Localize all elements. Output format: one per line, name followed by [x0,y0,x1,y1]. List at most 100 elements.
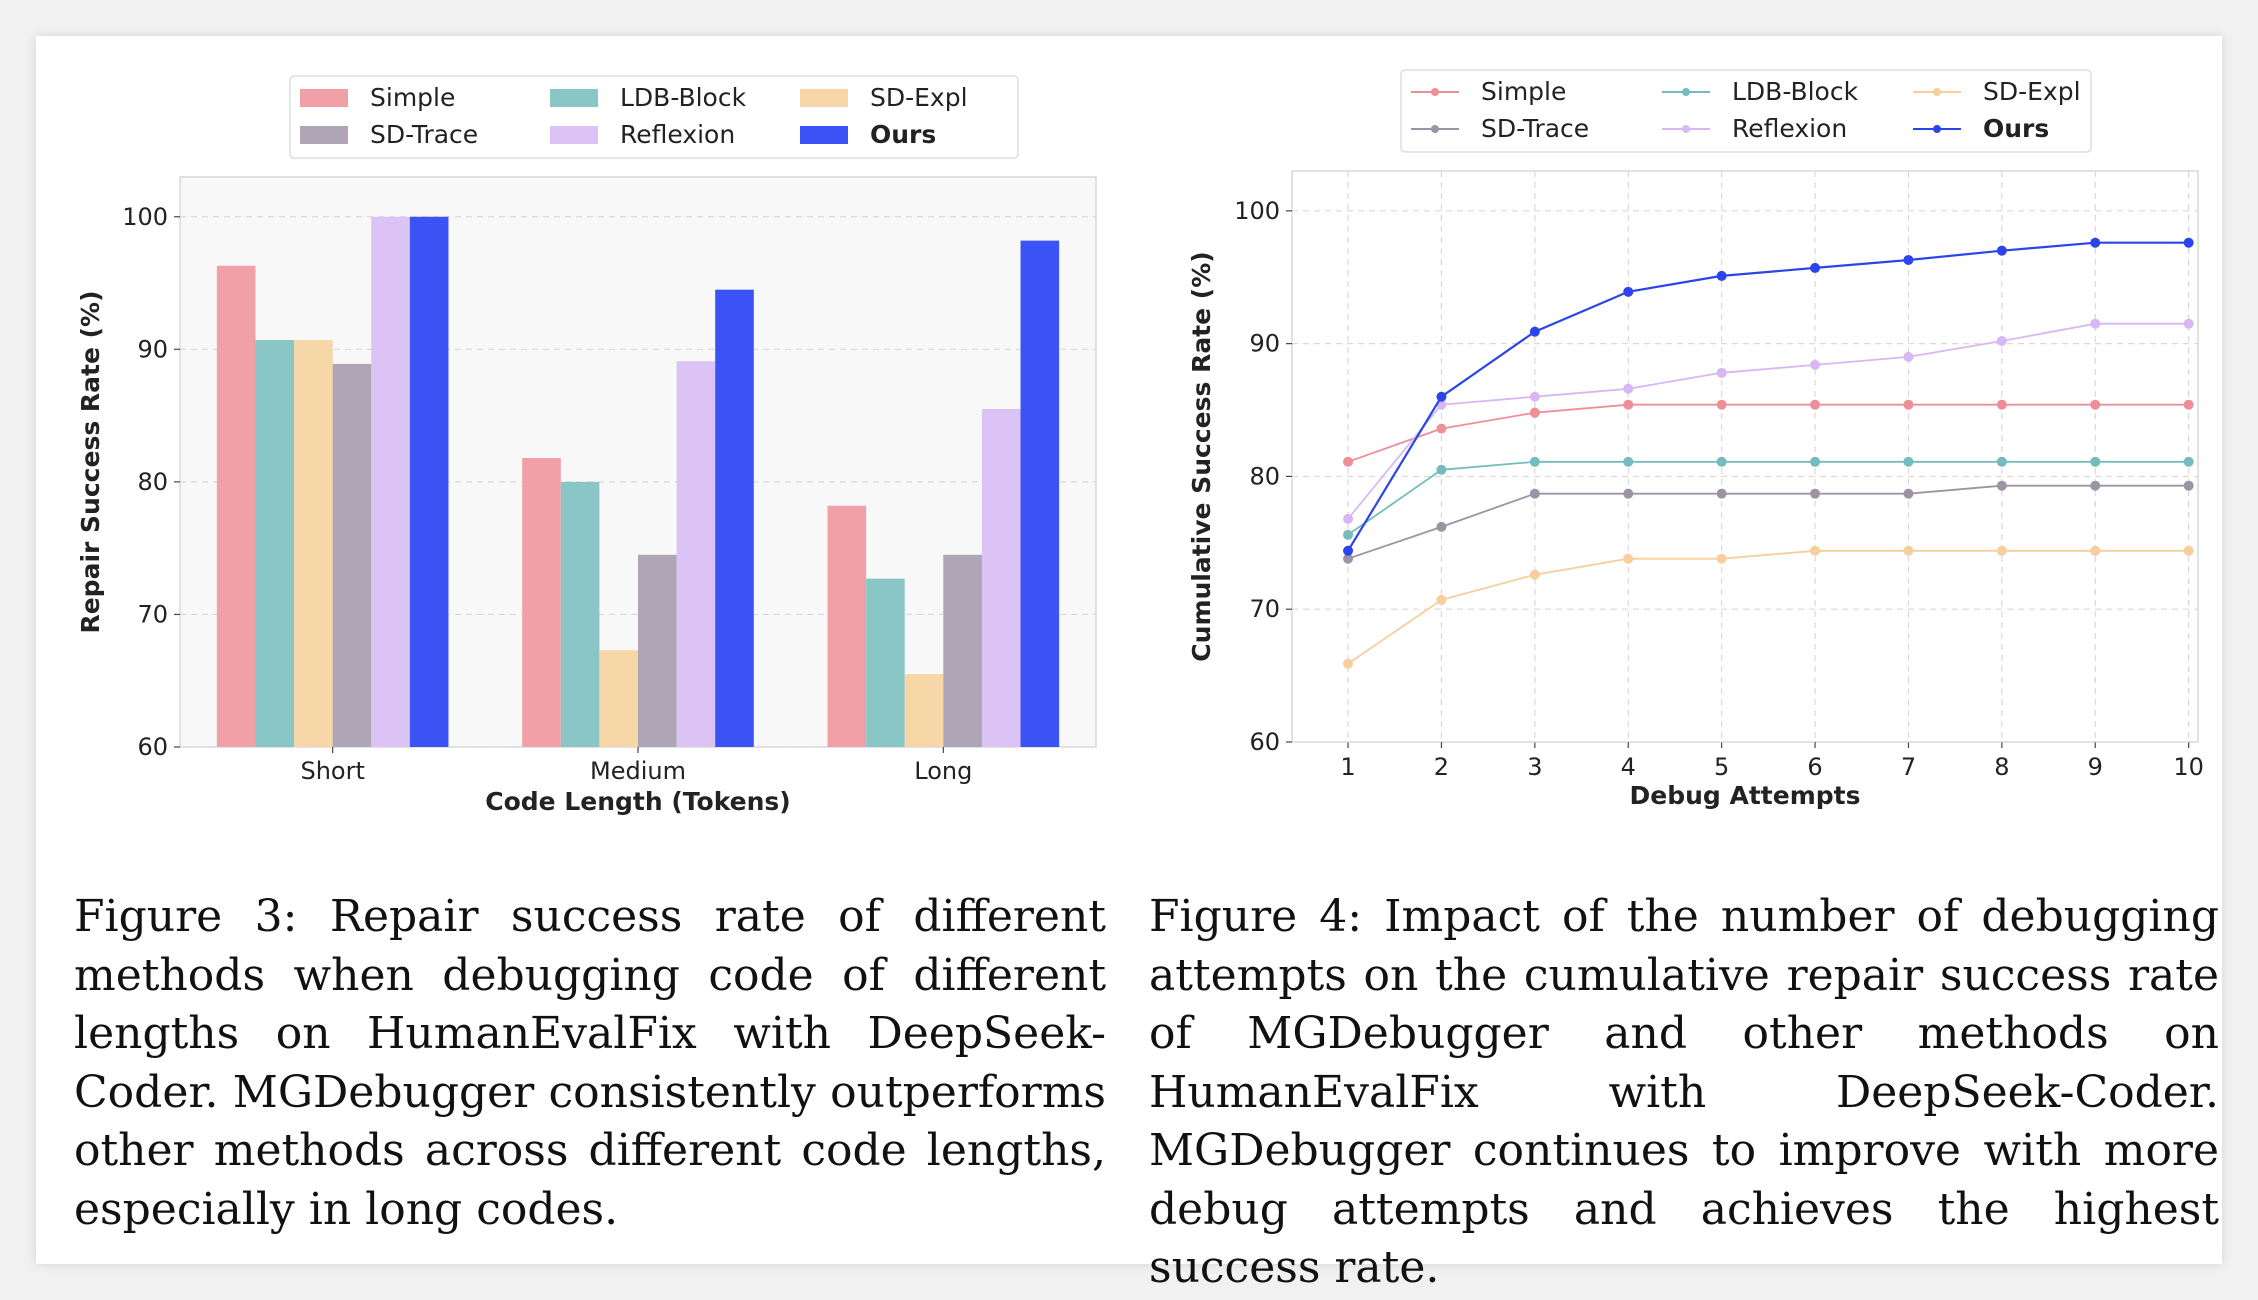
bar-sd-expl-long [904,674,944,747]
bar-ours-long [1020,240,1060,747]
line-ours [1347,241,2189,552]
x-tick-label: 2 [1434,753,1449,781]
x-tick-label: 10 [2173,753,2204,781]
point-simple-7 [1903,399,1914,410]
legend-label-sd-expl: SD-Expl [870,83,968,112]
figure-4-caption: Figure 4: Impact of the number of debugg… [1149,891,2219,1293]
point-reflexion-7 [1903,351,1914,362]
point-sd-expl-10 [2183,545,2194,556]
figure-3-caption: Figure 3: Repair success rate of differe… [74,891,1106,1235]
y-tick-label: 90 [137,335,168,363]
point-ours-9 [2090,237,2101,248]
point-simple-5 [1716,399,1727,410]
legend-label-reflexion: Reflexion [1732,114,1847,143]
x-tick-label: 1 [1340,753,1355,781]
x-tick-label: 7 [1901,753,1916,781]
legend-label-sd-expl: SD-Expl [1983,77,2081,106]
bar-reflexion-short [371,216,410,747]
point-sd-expl-3 [1529,569,1540,580]
point-ldb-block-5 [1716,456,1727,467]
point-ours-3 [1529,326,1540,337]
x-axis-title: Debug Attempts [1630,781,1861,810]
point-reflexion-3 [1529,391,1540,402]
point-sd-expl-8 [1996,545,2007,556]
point-ldb-block-2 [1436,464,1447,475]
bar-sd-expl-short [294,340,333,747]
bar-reflexion-long [981,408,1021,747]
point-sd-expl-6 [1810,545,1821,556]
point-ours-4 [1623,286,1634,297]
x-tick-label: 9 [2088,753,2103,781]
y-tick-label: 60 [1249,728,1280,756]
y-tick-label: 80 [1249,462,1280,490]
point-reflexion-5 [1716,367,1727,378]
bar-ldb-block-medium [560,481,600,747]
point-reflexion-6 [1810,359,1821,370]
point-ldb-block-7 [1903,456,1914,467]
legend-swatch-ldb-block [550,89,598,107]
legend-label-ldb-block: LDB-Block [620,83,747,112]
bar-simple-long [827,505,867,747]
point-reflexion-9 [2090,318,2101,329]
point-simple-3 [1529,407,1540,418]
bar-ours-medium [715,289,754,747]
point-sd-trace-9 [2090,480,2101,491]
bar-ours-short [409,216,449,747]
point-sd-expl-2 [1436,594,1447,605]
point-ldb-block-1 [1343,529,1354,540]
point-simple-4 [1623,399,1634,410]
legend-marker-ours [1933,125,1941,133]
y-tick-label: 100 [1234,197,1280,225]
bar-simple-medium [522,458,561,747]
x-tick-label: Long [914,757,972,785]
point-reflexion-10 [2183,318,2194,329]
point-sd-trace-5 [1716,488,1727,499]
x-axis-title: Code Length (Tokens) [485,787,790,816]
point-ours-10 [2183,237,2194,248]
legend-swatch-reflexion [550,126,598,144]
x-tick-label: Short [300,757,364,785]
line-simple [1347,403,2189,463]
x-tick-label: Medium [590,757,686,785]
point-sd-trace-4 [1623,488,1634,499]
point-reflexion-1 [1343,513,1354,524]
point-ours-5 [1716,270,1727,281]
legend-swatch-simple [300,89,348,107]
bar-chart-code-length: 60 70 80 90 100 Repair Success Rate (%) Short M… [76,75,1097,816]
figure-card: 60 70 80 90 100 Repair Success Rate (%) Short M… [36,36,2222,1293]
bar-sd-trace-short [332,363,372,747]
bar-ldb-block-short [255,340,295,747]
point-simple-8 [1996,399,2007,410]
point-sd-trace-1 [1343,553,1354,564]
point-simple-6 [1810,399,1821,410]
y-tick-label: 90 [1249,330,1280,358]
y-tick-label: 70 [137,600,168,628]
legend-label-ldb-block: LDB-Block [1732,77,1859,106]
plot-area [1291,170,2199,743]
legend-swatch-sd-trace [300,126,348,144]
bar-ldb-block-long [866,578,905,747]
legend-label-simple: Simple [370,83,455,112]
legend-marker-reflexion [1682,125,1690,133]
line-sd-trace [1347,484,2189,560]
y-tick-label: 60 [137,733,168,761]
legend-label-simple: Simple [1481,77,1566,106]
x-tick-label: 8 [1994,753,2009,781]
point-ours-8 [1996,245,2007,256]
point-sd-trace-2 [1436,521,1447,532]
line-chart-debug-attempts: 1 2 3 4 5 6 7 8 9 10 60 70 80 90 100 Cumulative Success… [1187,69,2204,810]
point-sd-expl-1 [1343,658,1354,669]
point-ldb-block-6 [1810,456,1821,467]
legend-label-sd-trace: SD-Trace [370,120,478,149]
y-tick-label: 70 [1249,595,1280,623]
point-ldb-block-10 [2183,456,2194,467]
point-ldb-block-9 [2090,456,2101,467]
x-tick-label: 3 [1527,753,1542,781]
y-tick-label: 80 [137,468,168,496]
point-sd-trace-3 [1529,488,1540,499]
point-sd-trace-7 [1903,488,1914,499]
legend-label-reflexion: Reflexion [620,120,735,149]
bar-simple-short [216,265,256,747]
legend-label-ours: Ours [1983,114,2049,143]
point-ldb-block-3 [1529,456,1540,467]
